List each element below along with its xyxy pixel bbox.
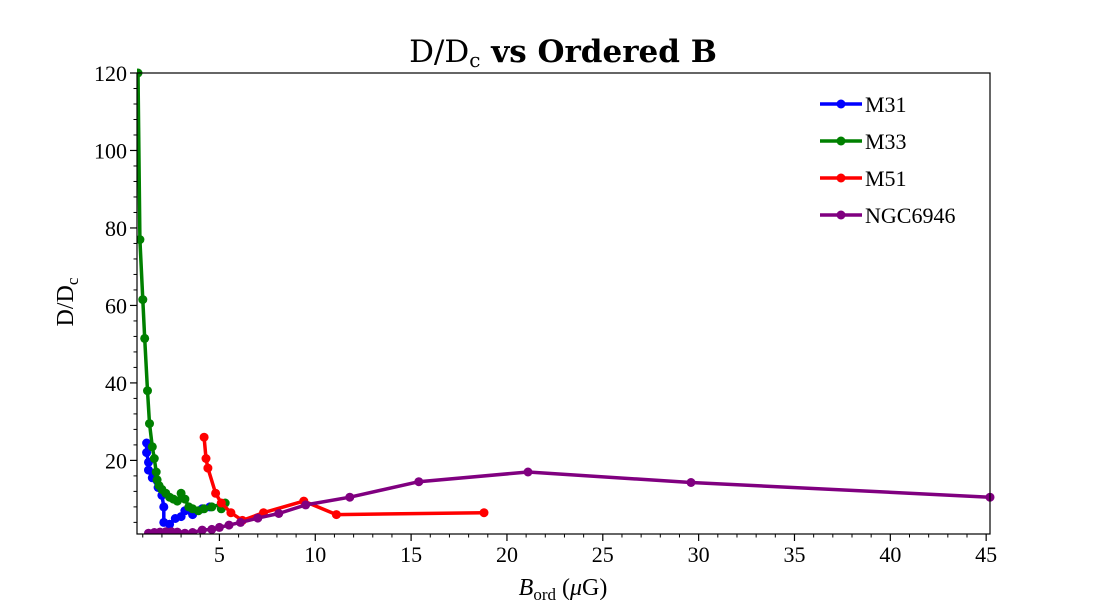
x-axis-label-subscript: ord — [533, 585, 556, 600]
y-tick-label-40: 40 — [105, 371, 127, 396]
chart-title-prefix: D/D — [409, 34, 469, 70]
data-point-ngc6946-8 — [197, 525, 207, 534]
ticks-layer: 5 10 15 20 25 30 35 40 45 20 40 60 80 100 120 — [94, 61, 997, 567]
chart-title-bold: vs Ordered B — [480, 34, 717, 70]
data-point-m31-9 — [165, 519, 175, 529]
data-point-m33-1 — [137, 235, 145, 245]
x-tick-label-15: 15 — [400, 542, 422, 567]
x-tick-label-45: 45 — [975, 542, 997, 567]
plot-frame — [136, 72, 991, 535]
series-ngc6946 — [144, 467, 995, 534]
x-tick-label-25: 25 — [592, 542, 614, 567]
x-tick-label-20: 20 — [496, 542, 518, 567]
data-point-m31-3 — [144, 465, 153, 475]
data-point-m31-7 — [159, 502, 169, 512]
y-tick-label-100: 100 — [94, 138, 127, 163]
legend-swatch-marker — [836, 210, 846, 220]
x-axis-label-close: G) — [582, 575, 607, 600]
y-tick-label-60: 60 — [105, 293, 127, 318]
data-point-m33-22 — [207, 502, 217, 512]
data-point-m33-21 — [199, 504, 209, 514]
x-axis-label-mu: μ — [569, 575, 582, 600]
data-point-m51-2 — [203, 463, 213, 473]
legend-label-ngc6946: NGC6946 — [865, 203, 955, 228]
legend-swatch-marker — [836, 173, 846, 183]
series-layer — [137, 68, 995, 534]
data-point-m31-1 — [142, 448, 152, 458]
data-point-m33-4 — [143, 386, 152, 396]
legend-swatch-marker — [836, 136, 846, 146]
data-point-ngc6946-19 — [686, 478, 696, 487]
x-axis-label-main: B — [519, 575, 534, 600]
data-point-m33-5 — [145, 419, 154, 429]
legend-label-m51: M51 — [865, 166, 907, 191]
data-point-m51-10 — [479, 508, 489, 518]
data-point-ngc6946-15 — [301, 500, 311, 510]
y-axis-label-main: D/D — [53, 285, 79, 326]
data-point-ngc6946-10 — [214, 522, 224, 532]
data-point-m33-8 — [151, 467, 161, 477]
y-tick-label-80: 80 — [105, 216, 127, 241]
legend-label-m31: M31 — [865, 92, 907, 117]
chart-title-subscript: c — [469, 48, 480, 72]
legend-item-m51: M51 — [820, 166, 907, 191]
x-tick-label-30: 30 — [688, 542, 710, 567]
legend-swatch-marker — [836, 99, 846, 109]
x-tick-label-40: 40 — [879, 542, 901, 567]
data-point-m33-3 — [140, 333, 150, 343]
data-point-ngc6946-11 — [224, 520, 234, 530]
data-point-m51-1 — [201, 454, 211, 463]
data-point-m33-17 — [180, 494, 190, 504]
legend-item-ngc6946: NGC6946 — [820, 203, 955, 228]
series-m51 — [199, 432, 489, 525]
series-line-ngc6946 — [148, 470, 991, 534]
data-point-m33-2 — [138, 295, 148, 305]
data-point-m51-4 — [216, 498, 226, 508]
legend-item-m31: M31 — [820, 92, 907, 117]
data-point-ngc6946-6 — [180, 528, 190, 534]
data-point-m51-9 — [331, 510, 341, 520]
data-point-m33-6 — [147, 442, 157, 452]
x-axis-label-open: ( — [556, 575, 570, 600]
y-tick-label-120: 120 — [94, 61, 127, 86]
y-axis-label-subscript: c — [63, 277, 82, 285]
data-point-ngc6946-16 — [345, 492, 355, 502]
x-tick-label-35: 35 — [783, 542, 805, 567]
data-point-ngc6946-9 — [207, 524, 217, 534]
x-tick-label-10: 10 — [304, 542, 326, 567]
data-point-ngc6946-5 — [172, 527, 182, 534]
data-point-m33-7 — [149, 454, 159, 463]
data-point-m33-15 — [172, 496, 182, 506]
data-point-ngc6946-14 — [274, 509, 284, 518]
axes-layer — [136, 72, 991, 535]
x-axis-label: Bord (μG) — [519, 575, 608, 600]
data-point-ngc6946-12 — [236, 517, 245, 527]
data-point-m51-3 — [211, 488, 221, 498]
data-point-m51-0 — [199, 432, 209, 442]
data-point-ngc6946-18 — [523, 467, 533, 477]
data-point-ngc6946-13 — [253, 513, 263, 523]
legend-label-m33: M33 — [865, 129, 907, 154]
data-point-ngc6946-7 — [188, 528, 198, 534]
data-point-ngc6946-17 — [414, 477, 424, 487]
y-tick-label-20: 20 — [105, 448, 127, 473]
data-point-m51-5 — [226, 508, 236, 518]
x-tick-label-5: 5 — [214, 542, 225, 567]
y-axis-label: D/Dc — [53, 277, 82, 326]
legend-item-m33: M33 — [820, 129, 907, 154]
series-m33 — [137, 68, 230, 516]
legend: M31 M33 M51 NGC6946 — [820, 92, 955, 228]
chart-title: D/Dc vs Ordered B — [409, 34, 717, 72]
